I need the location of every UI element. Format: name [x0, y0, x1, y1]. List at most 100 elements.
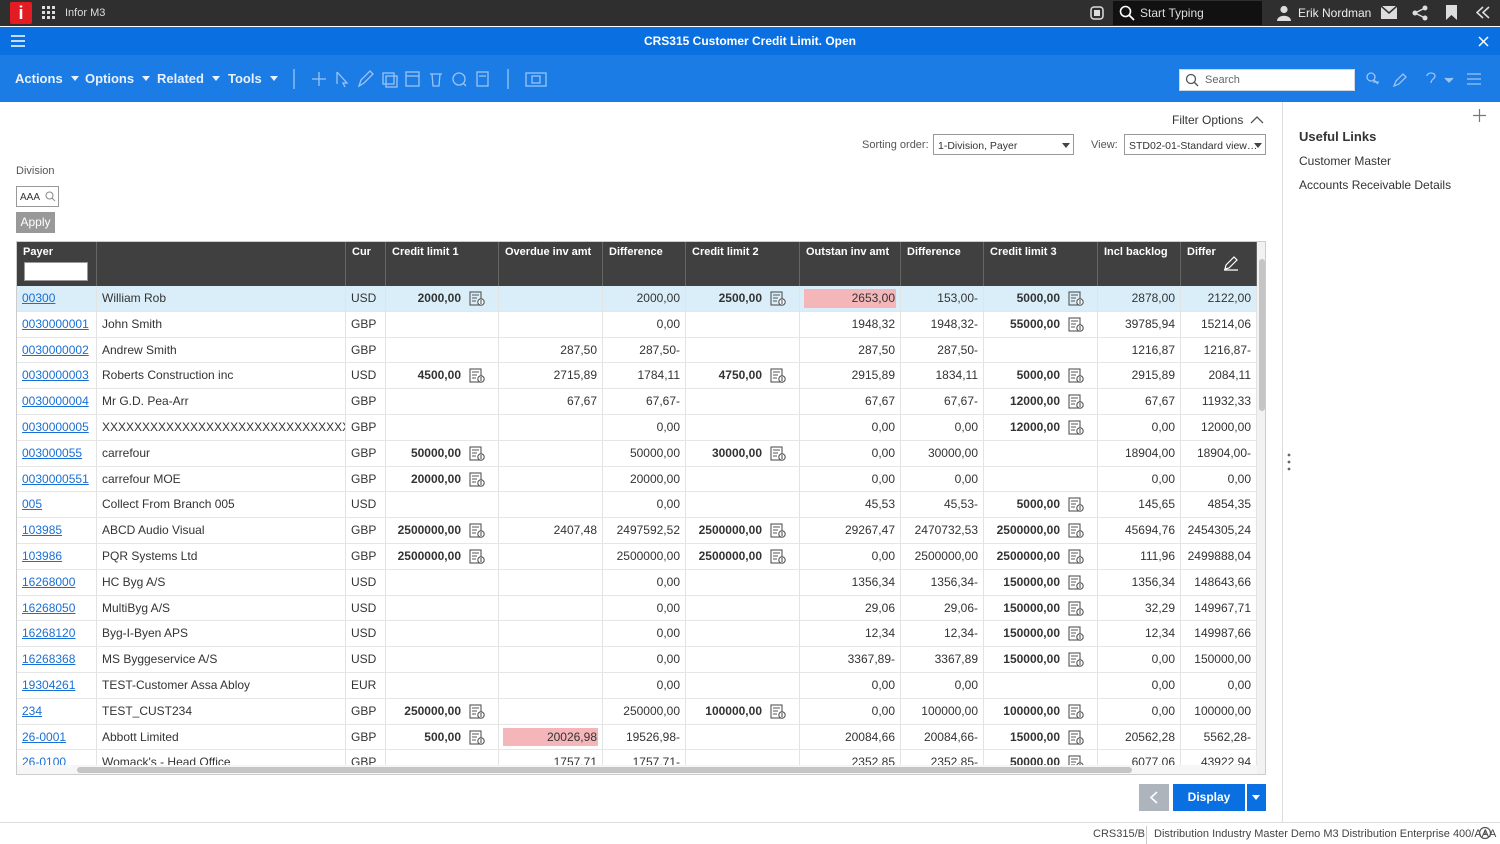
- payer-link[interactable]: 16268368: [22, 652, 75, 666]
- credit-detail-icon[interactable]: [770, 523, 786, 539]
- payer-link[interactable]: 0030000002: [22, 343, 89, 357]
- grid-row[interactable]: 103986PQR Systems LtdGBP2500000,00250000…: [17, 544, 1257, 570]
- payer-link[interactable]: 19304261: [22, 678, 75, 692]
- horizontal-scrollbar[interactable]: [17, 765, 1257, 775]
- credit-detail-icon[interactable]: [1068, 291, 1084, 307]
- payer-link[interactable]: 0030000001: [22, 317, 89, 331]
- payer-filter-input[interactable]: [24, 262, 88, 281]
- credit-detail-icon[interactable]: [1068, 601, 1084, 617]
- grid-row[interactable]: 0030000001John SmithGBP0,001948,321948,3…: [17, 312, 1257, 338]
- infor-logo[interactable]: i: [10, 2, 32, 24]
- grid-row[interactable]: 16268000HC Byg A/SUSD0,001356,341356,34-…: [17, 570, 1257, 596]
- grid-cell[interactable]: 16268120: [17, 621, 97, 647]
- grid-cell[interactable]: 0030000001: [17, 312, 97, 338]
- payer-link[interactable]: 103985: [22, 523, 62, 537]
- payer-link[interactable]: 103986: [22, 549, 62, 563]
- sorting-order-select[interactable]: 1-Division, Payer: [933, 134, 1074, 155]
- credit-detail-icon[interactable]: [1068, 730, 1084, 746]
- column-header[interactable]: Credit limit 1: [386, 242, 499, 286]
- display-button[interactable]: Display: [1173, 784, 1245, 811]
- credit-detail-icon[interactable]: [770, 549, 786, 565]
- credit-detail-icon[interactable]: [469, 730, 485, 746]
- grid-row[interactable]: 19304261TEST-Customer Assa AbloyEUR0,000…: [17, 673, 1257, 699]
- credit-detail-icon[interactable]: [1068, 394, 1084, 410]
- column-header[interactable]: Credit limit 3: [984, 242, 1098, 286]
- grid-row[interactable]: 16268368MS Byggeservice A/SUSD0,003367,8…: [17, 647, 1257, 673]
- credit-detail-icon[interactable]: [469, 549, 485, 565]
- view-select[interactable]: STD02-01-Standard view…: [1124, 134, 1266, 155]
- credit-detail-icon[interactable]: [1068, 575, 1084, 591]
- grid-cell[interactable]: 16268368: [17, 647, 97, 673]
- grid-cell[interactable]: 103985: [17, 518, 97, 544]
- grid-cell[interactable]: 103986: [17, 544, 97, 570]
- bookmark-icon[interactable]: [1446, 5, 1457, 20]
- credit-detail-icon[interactable]: [1068, 523, 1084, 539]
- grid-row[interactable]: 0030000005XXXXXXXXXXXXXXXXXXXXXXXXXXXXXX…: [17, 415, 1257, 441]
- scroll-thumb[interactable]: [1259, 259, 1265, 411]
- history-icon[interactable]: [1478, 826, 1492, 840]
- grid-cell[interactable]: 16268000: [17, 570, 97, 596]
- display-menu-button[interactable]: [1247, 784, 1266, 811]
- credit-detail-icon[interactable]: [1068, 704, 1084, 720]
- payer-link[interactable]: 0030000003: [22, 368, 89, 382]
- payer-link[interactable]: 0030000004: [22, 394, 89, 408]
- credit-detail-icon[interactable]: [469, 291, 485, 307]
- menu-3[interactable]: Tools: [228, 71, 278, 86]
- column-header[interactable]: [97, 242, 346, 286]
- grid-row[interactable]: 0030000004Mr G.D. Pea-ArrGBP67,6767,67-6…: [17, 389, 1257, 415]
- credit-detail-icon[interactable]: [1068, 626, 1084, 642]
- grid-row[interactable]: 0030000551carrefour MOEGBP20000,0020000,…: [17, 467, 1257, 493]
- division-input[interactable]: AAA: [16, 186, 59, 207]
- grid-row[interactable]: 26-0001Abbott LimitedGBP500,0020026,9819…: [17, 725, 1257, 751]
- credit-detail-icon[interactable]: [770, 446, 786, 462]
- column-header[interactable]: Difference: [901, 242, 984, 286]
- apply-button[interactable]: Apply: [16, 212, 55, 233]
- useful-link[interactable]: Customer Master: [1299, 154, 1391, 168]
- payer-link[interactable]: 0030000551: [22, 472, 89, 486]
- credit-detail-icon[interactable]: [1068, 368, 1084, 384]
- app-grid-icon[interactable]: [42, 6, 56, 20]
- column-header[interactable]: Outstan inv amt: [800, 242, 901, 286]
- grid-cell[interactable]: 005: [17, 492, 97, 518]
- toolbar-search[interactable]: Search: [1179, 69, 1355, 91]
- grid-cell[interactable]: 16268050: [17, 596, 97, 622]
- user-name[interactable]: Erik Nordman: [1298, 6, 1371, 20]
- scroll-thumb[interactable]: [77, 767, 1132, 773]
- grid-cell[interactable]: 0030000005: [17, 415, 97, 441]
- close-icon[interactable]: [1478, 36, 1489, 47]
- grid-row[interactable]: 16268050MultiByg A/SUSD0,0029,0629,06-15…: [17, 596, 1257, 622]
- column-header[interactable]: Overdue inv amt: [499, 242, 603, 286]
- grid-row[interactable]: 003000055carrefourGBP50000,0050000,00300…: [17, 441, 1257, 467]
- credit-detail-icon[interactable]: [1068, 420, 1084, 436]
- grid-row[interactable]: 234TEST_CUST234GBP250000,00250000,001000…: [17, 699, 1257, 725]
- edit-columns-icon[interactable]: [1223, 255, 1239, 271]
- payer-link[interactable]: 003000055: [22, 446, 82, 460]
- column-header[interactable]: Difference: [603, 242, 686, 286]
- collapse-icon[interactable]: [1476, 6, 1490, 19]
- menu-0[interactable]: Actions: [15, 71, 79, 86]
- vertical-scrollbar[interactable]: [1257, 242, 1266, 775]
- credit-detail-icon[interactable]: [469, 523, 485, 539]
- grid-cell[interactable]: 19304261: [17, 673, 97, 699]
- payer-link[interactable]: 0030000005: [22, 420, 89, 434]
- grid-cell[interactable]: 26-0001: [17, 725, 97, 751]
- column-header[interactable]: Differ: [1181, 242, 1257, 286]
- payer-link[interactable]: 234: [22, 704, 42, 718]
- global-search[interactable]: Start Typing: [1113, 1, 1262, 25]
- menu-2[interactable]: Related: [157, 71, 220, 86]
- grid-cell[interactable]: 0030000003: [17, 363, 97, 389]
- credit-detail-icon[interactable]: [770, 368, 786, 384]
- grid-row[interactable]: 00300William RobUSD2000,002000,002500,00…: [17, 286, 1257, 312]
- payer-link[interactable]: 16268120: [22, 626, 75, 640]
- filter-options-toggle[interactable]: Filter Options: [1172, 113, 1243, 127]
- credit-detail-icon[interactable]: [770, 704, 786, 720]
- credit-detail-icon[interactable]: [1068, 497, 1084, 513]
- chevron-up[interactable]: [1250, 115, 1264, 124]
- column-header[interactable]: Cur: [346, 242, 386, 286]
- grid-cell[interactable]: 00300: [17, 286, 97, 312]
- mail-icon[interactable]: [1381, 6, 1397, 19]
- menu-1[interactable]: Options: [85, 71, 150, 86]
- payer-link[interactable]: 005: [22, 497, 42, 511]
- grid-cell[interactable]: 0030000004: [17, 389, 97, 415]
- credit-detail-icon[interactable]: [469, 704, 485, 720]
